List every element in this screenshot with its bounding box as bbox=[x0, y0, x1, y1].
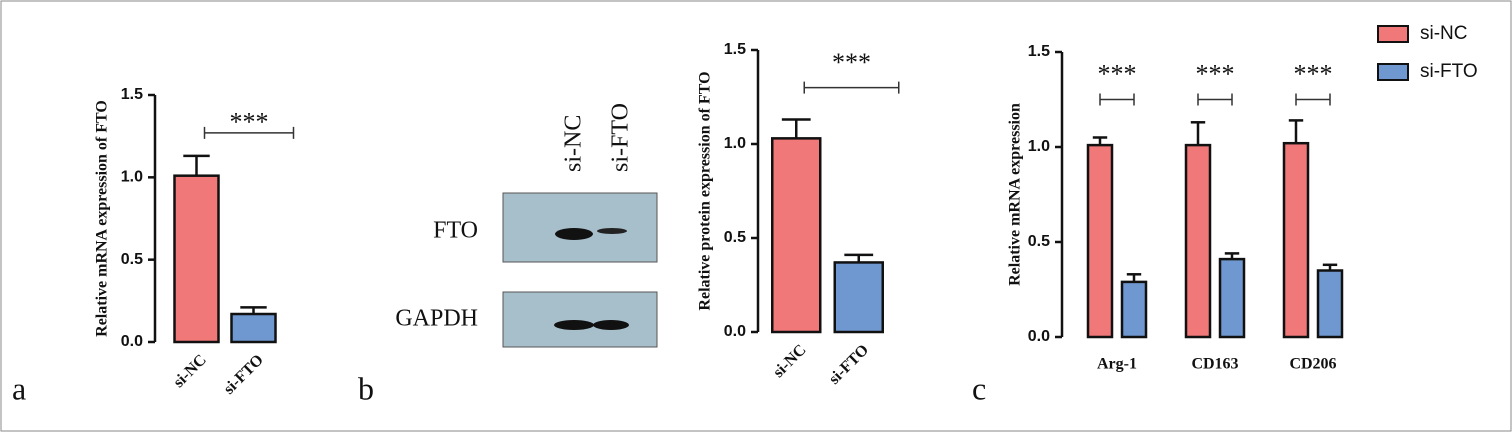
significance-label: *** bbox=[1196, 60, 1235, 89]
y-tick-label: 0.5 bbox=[724, 229, 746, 246]
y-axis-label: Relative mRNA expression bbox=[1007, 103, 1024, 286]
significance-label: *** bbox=[1294, 60, 1333, 89]
y-tick-label: 0.0 bbox=[1028, 328, 1050, 345]
blot-band bbox=[555, 228, 593, 240]
bar bbox=[833, 261, 884, 334]
significance-label: *** bbox=[832, 48, 871, 77]
legend-label: si-NC bbox=[1420, 23, 1468, 44]
blot-band bbox=[593, 320, 629, 330]
bar bbox=[1316, 269, 1344, 339]
band-label: FTO bbox=[433, 218, 478, 244]
bar bbox=[1282, 141, 1310, 339]
y-tick-label: 1.5 bbox=[724, 41, 746, 58]
y-tick-label: 0.5 bbox=[1028, 233, 1050, 250]
blot-band bbox=[554, 320, 594, 330]
y-axis-label: Relative mRNA expression of FTO bbox=[94, 100, 111, 337]
x-tick-label: Arg-1 bbox=[1097, 356, 1137, 373]
blot-band bbox=[597, 228, 627, 234]
y-tick-label: 1.0 bbox=[724, 135, 746, 152]
bar bbox=[1218, 257, 1246, 339]
y-tick-label: 1.0 bbox=[121, 169, 143, 186]
legend-swatch bbox=[1377, 63, 1409, 81]
bar bbox=[1086, 143, 1114, 339]
y-tick-label: 1.5 bbox=[121, 86, 143, 103]
y-tick-label: 1.0 bbox=[1028, 138, 1050, 155]
bar bbox=[1184, 143, 1212, 339]
panel-label: c bbox=[972, 370, 986, 406]
legend-label: si-FTO bbox=[1420, 61, 1478, 82]
significance-label: *** bbox=[1098, 60, 1137, 89]
significance-label: *** bbox=[230, 108, 269, 137]
bar bbox=[230, 312, 277, 344]
bar bbox=[173, 174, 220, 344]
x-tick-label: CD163 bbox=[1191, 356, 1238, 373]
panel-label: a bbox=[12, 370, 26, 406]
lane-label: si-NC bbox=[561, 115, 587, 172]
panel-label: b bbox=[358, 370, 374, 406]
bar bbox=[771, 137, 822, 334]
y-tick-label: 0.0 bbox=[724, 323, 746, 340]
y-tick-label: 0.5 bbox=[121, 251, 143, 268]
y-axis-label: Relative protein expression of FTO bbox=[697, 71, 714, 310]
x-tick-label: CD206 bbox=[1289, 356, 1336, 373]
blot-membrane bbox=[502, 291, 658, 348]
band-label: GAPDH bbox=[395, 306, 478, 332]
y-tick-label: 0.0 bbox=[121, 333, 143, 350]
blot-membrane bbox=[502, 192, 658, 263]
lane-label: si-FTO bbox=[608, 103, 634, 172]
bar bbox=[1120, 280, 1148, 339]
legend-swatch bbox=[1377, 25, 1409, 43]
y-tick-label: 1.5 bbox=[1028, 43, 1050, 60]
